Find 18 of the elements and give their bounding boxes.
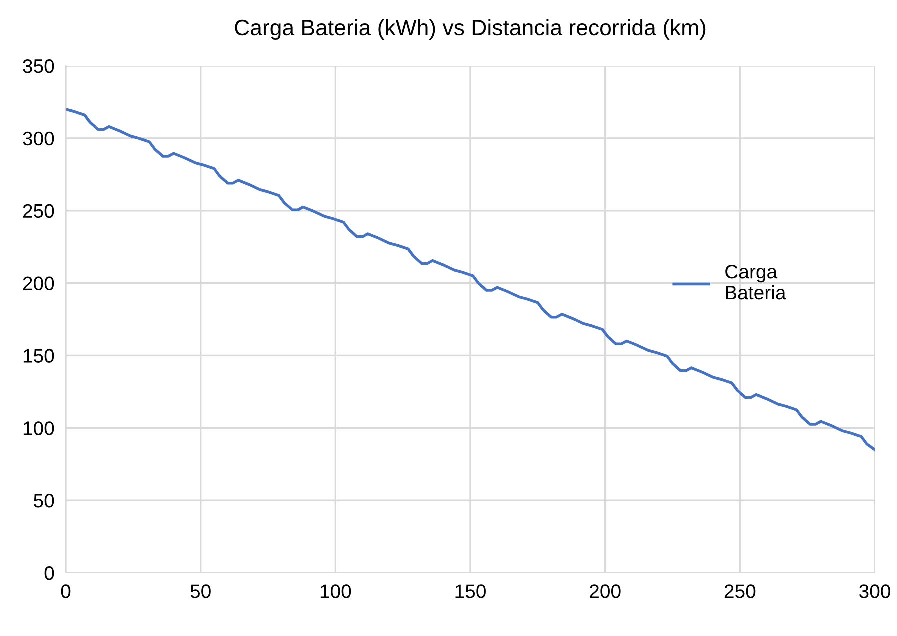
x-tick-label: 300 [860, 584, 890, 598]
y-tick-label: 250 [23, 204, 54, 218]
x-tick-label: 150 [456, 584, 486, 598]
chart-title: Carga Bateria (kWh) vs Distancia recorrida (km) [235, 19, 706, 40]
x-tick-label: 0 [61, 584, 71, 598]
y-tick-label: 300 [23, 132, 54, 146]
y-tick-label: 50 [34, 494, 54, 508]
y-tick-label: 0 [44, 566, 54, 580]
x-tick-label: 250 [724, 584, 756, 598]
x-tick-label: 200 [590, 584, 621, 598]
y-tick-label: 350 [23, 59, 54, 74]
x-tick-label: 100 [320, 584, 352, 598]
legend-label: Carga Bateria [726, 264, 786, 300]
x-tick-label: 50 [190, 584, 211, 598]
y-tick-label: 200 [23, 276, 54, 291]
y-tick-label: 150 [24, 349, 54, 363]
line-series [66, 108, 875, 452]
y-tick-label: 100 [24, 422, 54, 436]
